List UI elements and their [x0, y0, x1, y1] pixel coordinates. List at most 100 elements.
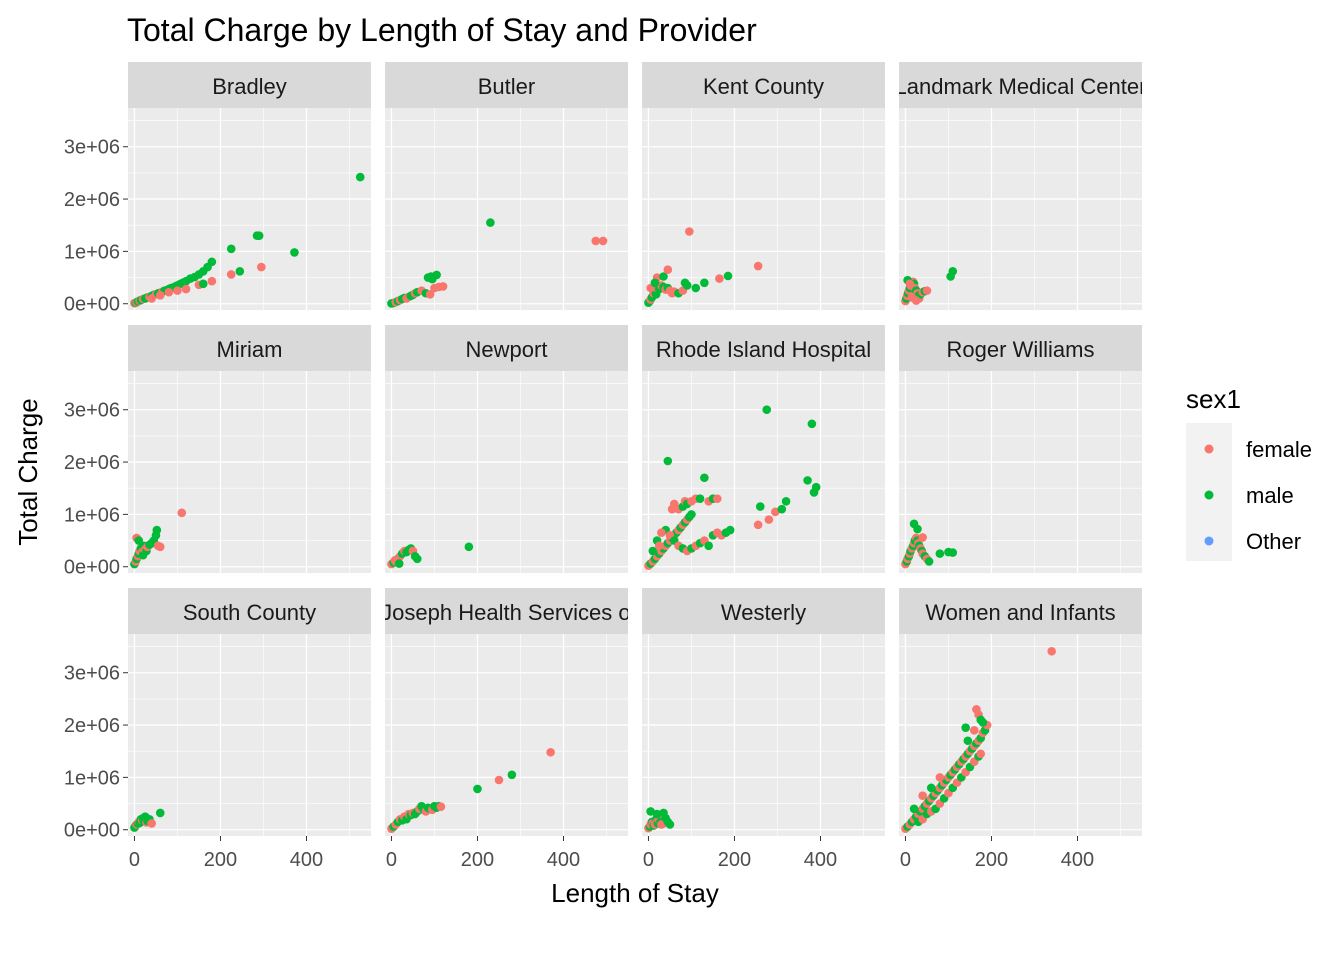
y-tick-label: 1e+06: [64, 241, 120, 263]
data-point-male: [507, 770, 517, 780]
data-point-female: [764, 515, 774, 524]
x-tick-label: 200: [204, 849, 237, 871]
legend: sex1 female male Other: [1186, 384, 1312, 561]
facet-strip: [899, 588, 1142, 634]
x-tick-label: 200: [975, 849, 1008, 871]
data-point-female: [753, 520, 763, 530]
facet-panel: Rhode Island Hospital: [642, 325, 885, 573]
data-point-male: [935, 549, 945, 558]
facet-panel: Butler: [385, 62, 628, 310]
data-point-male: [426, 272, 436, 281]
data-point-male: [691, 283, 701, 293]
data-point-male: [355, 172, 365, 182]
data-point-male: [978, 718, 988, 727]
facet-panels: Bradley Butler Kent County Landmark Medical…: [128, 62, 1147, 836]
data-point-male: [155, 808, 165, 818]
facet-strip-label: Women and Infants: [925, 600, 1115, 625]
data-point-male: [659, 272, 668, 281]
data-point-male: [663, 456, 673, 466]
data-point-male: [473, 784, 482, 794]
data-point-female: [177, 508, 187, 518]
facet-strip: [128, 588, 371, 634]
data-point-male: [948, 548, 958, 557]
x-tick-label: 0: [900, 849, 911, 871]
facet-strip-label: South County: [183, 600, 316, 625]
data-point-male: [807, 419, 817, 429]
chart-title: Total Charge by Length of Stay and Provi…: [127, 12, 757, 48]
data-point-male: [695, 494, 705, 503]
data-point-male: [725, 525, 735, 535]
x-tick-label: 200: [461, 849, 494, 871]
facet-panel: Roger Williams: [899, 325, 1142, 573]
data-point-male: [913, 524, 922, 534]
facet-strip: [385, 325, 628, 371]
axes: 0e+00 1e+06 2e+06 3e+06 0e+00 1e+06 2e+06 3e+06…: [64, 137, 1094, 871]
legend-key-other: [1204, 536, 1214, 546]
y-tick-label: 3e+06: [64, 663, 120, 685]
data-point-male: [682, 281, 692, 290]
y-tick-label: 0e+00: [64, 557, 120, 579]
facet-strip-label: Kent County: [703, 74, 824, 99]
facet-strip: [385, 588, 628, 634]
data-point-male: [464, 542, 474, 552]
data-point-female: [753, 261, 763, 271]
data-point-male: [646, 807, 655, 816]
facet-panel: Miriam: [128, 325, 371, 573]
panel-background: [899, 108, 1142, 310]
legend-key-male: [1204, 490, 1214, 500]
data-point-female: [546, 747, 555, 757]
data-point-female: [425, 290, 435, 299]
data-point-female: [147, 294, 156, 303]
data-point-male: [909, 804, 919, 814]
panel-background: [128, 371, 371, 573]
data-point-female: [155, 291, 165, 300]
panel-background: [642, 634, 885, 836]
facet-strip: [642, 588, 885, 634]
data-point-male: [700, 278, 709, 288]
x-tick-label: 0: [643, 849, 654, 871]
legend-label: Other: [1246, 529, 1301, 554]
x-tick-label: 400: [547, 849, 580, 871]
data-point-male: [777, 504, 787, 514]
data-point-female: [173, 286, 182, 295]
facet-strip: [385, 62, 628, 108]
x-tick-label: 400: [290, 849, 323, 871]
facet-strip-label: Rhode Island Hospital: [656, 337, 871, 362]
y-axis-title: Total Charge: [13, 398, 43, 545]
facet-panel: Kent County: [642, 62, 885, 310]
data-point-female: [226, 270, 236, 279]
x-tick-label: 400: [1061, 849, 1094, 871]
data-point-female: [918, 791, 927, 801]
facet-panel: Women and Infants: [899, 588, 1142, 836]
data-point-male: [235, 266, 245, 276]
x-tick-label: 0: [129, 849, 140, 871]
data-point-female: [663, 265, 673, 275]
data-point-male: [948, 266, 958, 276]
data-point-male: [648, 546, 658, 556]
y-tick-label: 2e+06: [64, 715, 120, 737]
data-point-male: [926, 783, 936, 793]
y-tick-label: 1e+06: [64, 504, 120, 526]
facet-strip: [899, 62, 1142, 108]
data-point-female: [715, 274, 724, 283]
data-point-female: [657, 528, 666, 538]
facet-strip-label: Landmark Medical Center: [895, 74, 1147, 99]
legend-label: male: [1246, 483, 1294, 508]
facet-panel: South County: [128, 588, 371, 836]
data-point-male: [811, 482, 821, 492]
panel-background: [642, 371, 885, 573]
data-point-female: [771, 507, 780, 517]
facet-strip-label: St. Joseph Health Services of RI: [348, 600, 665, 625]
panel-background: [899, 371, 1142, 573]
panel-background: [385, 108, 628, 310]
facet-panel: Landmark Medical Center: [895, 62, 1147, 310]
data-point-male: [803, 476, 812, 485]
facet-panel: Newport: [385, 325, 628, 573]
y-tick-label: 0e+00: [64, 820, 120, 842]
panel-background: [642, 108, 885, 310]
data-point-male: [963, 736, 973, 746]
data-point-male: [254, 231, 264, 240]
data-point-male: [207, 257, 217, 267]
data-point-female: [911, 296, 921, 305]
data-point-female: [685, 227, 694, 236]
